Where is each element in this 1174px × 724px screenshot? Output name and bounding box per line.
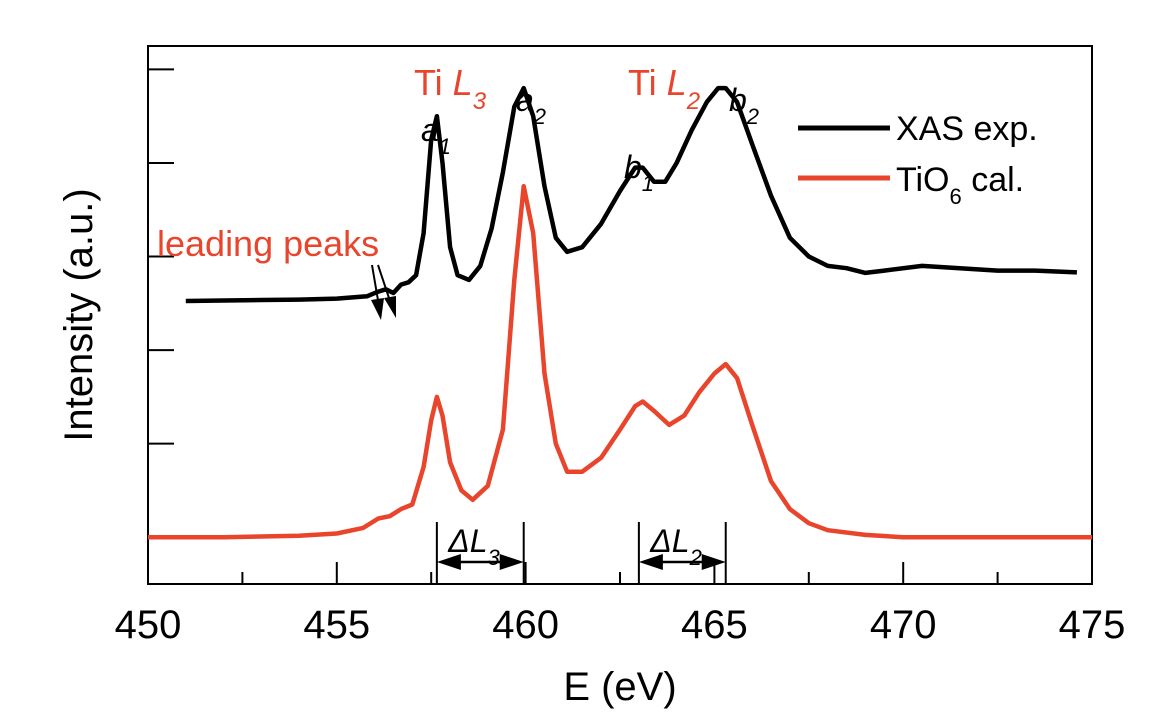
peak-label-a1: a1 <box>421 112 451 159</box>
leading-peak-arrowhead <box>371 298 384 320</box>
axes: 450 455 460 465 470 475 <box>115 45 1126 647</box>
x-tick-label: 475 <box>1059 603 1126 647</box>
leading-peak-arrowhead <box>384 296 396 318</box>
legend: XAS exp. TiO6 cal. <box>798 110 1038 209</box>
annotation-ti-l2: Ti L2 <box>628 62 700 115</box>
delta-l2-arrowhead <box>638 554 663 570</box>
x-tick-label: 450 <box>115 603 182 647</box>
delta-l3-label: ΔL3 <box>447 523 500 570</box>
x-tick-label: 455 <box>303 603 370 647</box>
annotation-leading-peaks: leading peaks <box>157 223 379 264</box>
x-tick-label: 470 <box>870 603 937 647</box>
annotation-ti-l3: Ti L3 <box>414 62 487 115</box>
annotations: Ti L3 Ti L2 a1 a2 b1 b2 leading peaks ΔL3 ΔL2 <box>157 62 759 584</box>
y-axis-title: Intensity (a.u.) <box>57 188 101 441</box>
series-line-tio6-cal <box>148 184 1092 540</box>
peak-label-b2: b2 <box>729 82 759 129</box>
legend-label-xas-exp: XAS exp. <box>896 110 1038 148</box>
series-line-xas-exp <box>185 85 1077 304</box>
legend-label-tio6-cal: TiO6 cal. <box>896 161 1024 209</box>
delta-l3-arrowhead <box>436 554 461 570</box>
x-tick-label: 460 <box>492 603 559 647</box>
delta-l2-label: ΔL2 <box>649 523 702 570</box>
y-ticks <box>148 68 174 539</box>
x-tick-label: 465 <box>681 603 748 647</box>
delta-l2-arrowhead <box>701 554 726 570</box>
peak-label-b1: b1 <box>624 149 654 196</box>
x-axis-title: E (eV) <box>563 665 676 709</box>
x-ticks: 450 455 460 465 470 475 <box>115 562 1126 647</box>
delta-l3-arrowhead <box>499 554 524 570</box>
peak-label-a2: a2 <box>516 82 546 129</box>
